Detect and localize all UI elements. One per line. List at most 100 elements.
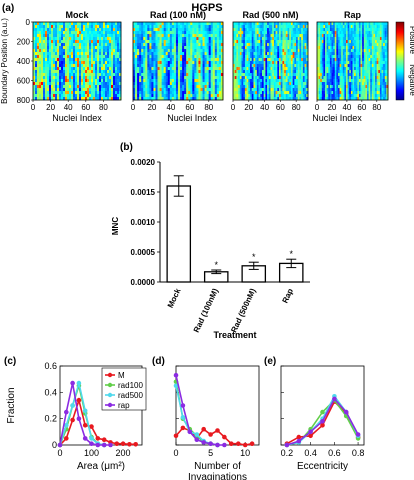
x-tick-label: 0 [315, 103, 320, 112]
x-tick-label: 10 [240, 448, 250, 458]
x-tick-label: 200 [116, 448, 131, 458]
data-point-M [296, 434, 302, 440]
data-point-rap [215, 442, 220, 448]
y-tick-label: 0.6 [44, 361, 57, 371]
data-point-rap [308, 429, 313, 435]
x-tick-label: 0 [173, 448, 178, 458]
x-tick-label: 0 [31, 103, 36, 112]
colorbar [395, 21, 405, 101]
heatmap-3 [233, 22, 309, 101]
data-point-M [215, 428, 220, 433]
x-tick-label: 0 [231, 103, 236, 112]
data-point-rap [222, 442, 227, 448]
data-point-M [89, 424, 94, 429]
data-point-M [249, 441, 255, 447]
data-point-M [101, 437, 107, 443]
data-point-rap [108, 442, 113, 448]
x-tick-label: 60 [81, 103, 90, 112]
colorbar-bottom-label: Negative [408, 64, 414, 96]
y-tick-label: 0.2 [44, 414, 57, 424]
x-axis-label: Nuclei Index [167, 113, 217, 123]
figure-title: HGPS [191, 2, 223, 14]
y-tick-label: 400 [17, 57, 31, 66]
y-tick-label: 0.0000 [131, 278, 156, 287]
data-point-rad500 [89, 436, 94, 441]
data-point-rap [320, 419, 325, 424]
x-axis-label: Eccentricity [297, 461, 348, 472]
data-point-rad500 [173, 383, 179, 389]
data-point-rap [101, 442, 107, 448]
x-tick-label: 0.4 [304, 448, 317, 458]
data-point-rap [296, 438, 302, 444]
data-point-M [64, 436, 69, 441]
x-tick-label: 40 [166, 103, 175, 112]
data-point-rap [180, 403, 186, 408]
data-point-rap [187, 429, 193, 435]
x-tick-label: 0.8 [352, 448, 365, 458]
x-axis-label: Invaginations [188, 472, 247, 480]
data-point-M [201, 426, 206, 432]
data-point-rap [332, 396, 337, 402]
data-point-rap [89, 441, 94, 447]
y-tick-label: 0.0005 [131, 248, 156, 257]
x-tick-label: 0.6 [328, 448, 341, 458]
y-tick-label: 800 [17, 96, 31, 105]
legend-label: rad500 [118, 391, 143, 400]
y-axis-label: Boundary Position (a.u.) [0, 18, 9, 104]
x-axis-label: Treatment [213, 330, 256, 340]
data-point-M [320, 423, 325, 428]
data-point-M [127, 442, 132, 447]
colorbar-top-label: Positive [408, 26, 414, 55]
data-point-rap [194, 437, 200, 443]
data-point-rad500 [76, 380, 82, 386]
data-point-rad500 [180, 415, 186, 420]
x-tick-label: 60 [357, 103, 366, 112]
y-tick-label: 600 [17, 77, 31, 86]
data-point-rap [208, 441, 213, 447]
x-tick-label: 60 [276, 103, 285, 112]
y-tick-label: 0 [52, 440, 57, 450]
significance-star: * [289, 249, 293, 259]
data-point-rap [64, 409, 69, 415]
x-tick-label: 80 [372, 103, 381, 112]
data-point-M [133, 442, 138, 447]
x-tick-label: 20 [46, 103, 55, 112]
data-point-M [222, 434, 227, 440]
x-tick-label: 80 [204, 103, 213, 112]
data-point-rap [82, 436, 88, 441]
data-point-rad500 [82, 408, 88, 414]
x-axis-label: Nuclei Index [312, 113, 362, 123]
data-point-M [120, 441, 126, 447]
legend-marker [107, 382, 113, 388]
heatmap-title: Mock [65, 10, 89, 20]
heatmap-frame [132, 21, 224, 101]
legend-label: rap [118, 401, 130, 410]
x-tick-label: 80 [292, 103, 301, 112]
y-axis-label: Fraction [6, 387, 17, 423]
legend-label: M [118, 371, 125, 380]
panel-label-e: (e) [264, 356, 277, 367]
y-tick-label: 200 [17, 38, 31, 47]
data-point-rad100 [320, 409, 325, 415]
panel-label-d: (d) [152, 356, 165, 367]
data-point-rap [343, 409, 349, 415]
data-point-M [70, 417, 75, 423]
data-point-rap [76, 416, 82, 422]
x-tick-label: 40 [342, 103, 351, 112]
y-tick-label: 0.4 [44, 387, 57, 397]
x-tick-label: 5 [208, 448, 213, 458]
data-point-M [229, 441, 234, 447]
data-point-M [308, 433, 313, 439]
x-tick-label: 20 [244, 103, 253, 112]
y-tick-label: 0.0010 [131, 218, 156, 227]
y-tick-label: 0 [26, 18, 31, 27]
x-axis-label: Number of [194, 461, 241, 472]
x-tick-label: 80 [99, 103, 108, 112]
data-point-rad500 [70, 403, 75, 408]
data-point-rap [201, 440, 206, 445]
x-tick-label: 0 [131, 103, 136, 112]
heatmap-frame [316, 21, 389, 101]
x-tick-label: 0 [57, 448, 62, 458]
data-point-rap [57, 442, 63, 448]
data-point-M [114, 441, 120, 447]
